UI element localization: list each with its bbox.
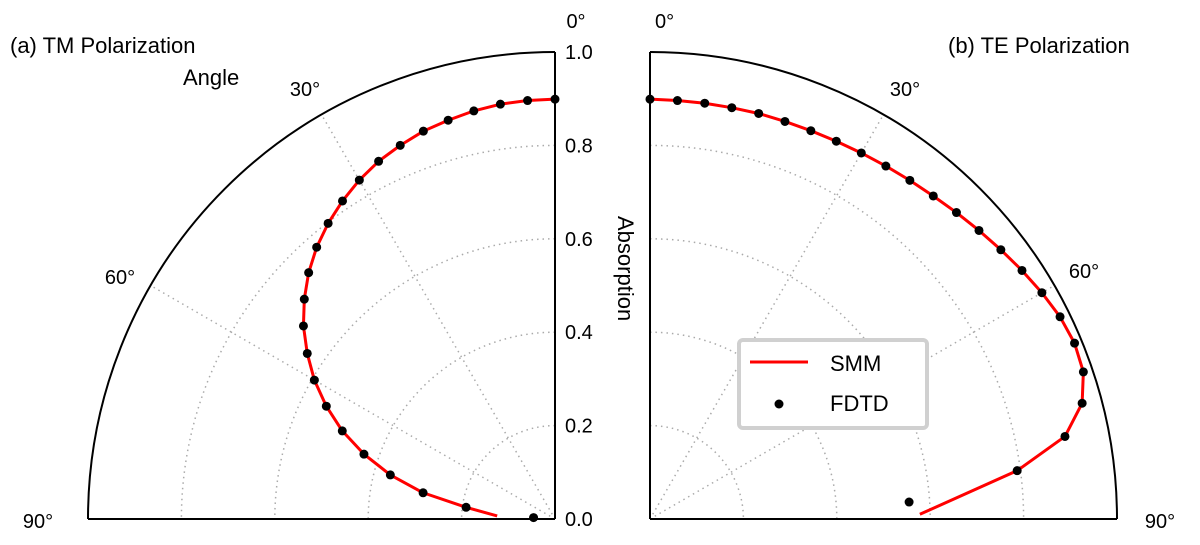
fdtd-point — [523, 96, 533, 106]
fdtd-point — [337, 426, 347, 436]
r-axis-label: Absorption — [613, 216, 638, 321]
legend: SMM FDTD — [737, 338, 929, 430]
grid-radial — [649, 114, 885, 520]
fdtd-point — [881, 161, 891, 171]
grid-circle — [460, 424, 556, 520]
title-b: (b) TE Polarization — [948, 33, 1130, 58]
title-a: (a) TM Polarization — [10, 33, 195, 58]
fdtd-point — [309, 375, 319, 385]
outer-arc — [649, 51, 1118, 520]
grid-radial — [150, 284, 556, 520]
grid-circle — [367, 331, 556, 520]
legend-fdtd-marker — [774, 399, 784, 409]
theta-tick-label: 60° — [105, 267, 135, 289]
fdtd-point — [700, 98, 710, 108]
fdtd-point — [418, 126, 428, 136]
fdtd-point — [1055, 312, 1065, 322]
fdtd-point — [304, 268, 314, 278]
legend-fdtd-label: FDTD — [830, 391, 889, 416]
fdtd-point — [831, 136, 841, 146]
fdtd-point — [298, 321, 308, 331]
fdtd-point — [302, 348, 312, 358]
fdtd-point — [904, 497, 914, 507]
fdtd-point — [321, 401, 331, 411]
smm-line — [649, 97, 1085, 516]
r-tick-label: 0.0 — [565, 509, 593, 531]
fdtd-point — [529, 513, 539, 523]
fdtd-point — [1060, 431, 1070, 441]
outer-arc — [87, 51, 556, 520]
smm-line — [301, 97, 556, 518]
theta-tick-label: 0° — [655, 11, 674, 33]
r-tick-label: 1.0 — [565, 42, 593, 64]
theta-label: Angle — [183, 65, 239, 90]
r-tick-label: 0.4 — [565, 322, 593, 344]
fdtd-point — [1070, 338, 1080, 348]
theta-tick-label: 30° — [890, 79, 920, 101]
theta-tick-label: 90° — [1145, 511, 1175, 533]
fdtd-point — [495, 99, 505, 109]
fdtd-point — [645, 94, 655, 104]
theta-tick-label: 90° — [23, 511, 53, 533]
fdtd-point — [1012, 466, 1022, 476]
fdtd-point — [550, 94, 560, 104]
fdtd-point — [754, 108, 764, 118]
fdtd-point — [1037, 288, 1047, 298]
grid-radial — [320, 114, 556, 520]
theta-tick-label: 0° — [566, 11, 585, 33]
fdtd-point — [461, 502, 471, 512]
fdtd-point — [385, 470, 395, 480]
fdtd-point — [359, 449, 369, 459]
grid-circle — [649, 144, 1025, 520]
fdtd-point — [780, 116, 790, 126]
fdtd-point — [1017, 265, 1027, 275]
fdtd-point — [443, 115, 453, 125]
fdtd-point — [974, 225, 984, 235]
fdtd-point — [395, 140, 405, 150]
fdtd-point — [338, 196, 348, 206]
fdtd-point — [374, 156, 384, 166]
fdtd-point — [323, 218, 333, 228]
fdtd-point — [1077, 398, 1087, 408]
legend-smm-label: SMM — [830, 351, 881, 376]
fdtd-point — [905, 175, 915, 185]
fdtd-point — [806, 126, 816, 136]
fdtd-point — [672, 96, 682, 106]
grid-circle — [180, 144, 556, 520]
r-tick-label: 0.2 — [565, 416, 593, 438]
grid-radial — [649, 284, 1055, 520]
fdtd-point — [354, 175, 364, 185]
fdtd-point — [951, 208, 961, 218]
fdtd-point — [312, 242, 322, 252]
fdtd-point — [727, 103, 737, 113]
grid-circle — [649, 424, 745, 520]
fdtd-point — [299, 294, 309, 304]
fdtd-point — [1078, 367, 1088, 377]
fdtd-point — [469, 106, 479, 116]
fdtd-point — [996, 245, 1006, 255]
r-tick-label: 0.8 — [565, 135, 593, 157]
r-tick-label: 0.6 — [565, 229, 593, 251]
theta-tick-label: 60° — [1069, 261, 1099, 283]
fdtd-point — [418, 488, 428, 498]
theta-tick-label: 30° — [290, 79, 320, 101]
fdtd-point — [928, 191, 938, 201]
fdtd-point — [856, 148, 866, 158]
